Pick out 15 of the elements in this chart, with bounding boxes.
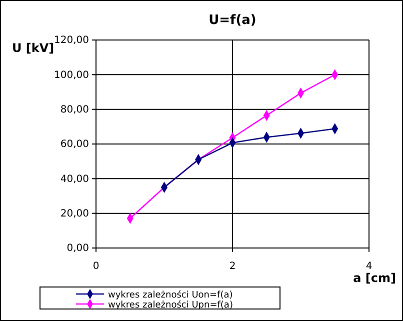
y-tick-label: 20,00	[60, 208, 89, 220]
y-tick-label: 40,00	[60, 174, 89, 185]
y-tick-label: 60,00	[60, 139, 89, 150]
y-tick-label: 100,00	[54, 70, 89, 81]
legend-label: wykres zależności Uon=f(a)	[108, 290, 233, 300]
x-tick-label: 2	[229, 261, 236, 272]
legend-label: wykres zależności Upn=f(a)	[108, 300, 233, 310]
y-tick-label: 0,00	[66, 243, 89, 254]
chart-title: U=f(a)	[208, 13, 256, 28]
x-tick-label: 0	[92, 261, 100, 272]
y-axis-title: U [kV]	[12, 41, 54, 55]
y-tick-label: 120,00	[54, 35, 89, 46]
x-axis-title: a [cm]	[353, 271, 396, 285]
x-tick-label: 4	[366, 261, 372, 272]
y-tick-label: 80,00	[60, 104, 89, 116]
